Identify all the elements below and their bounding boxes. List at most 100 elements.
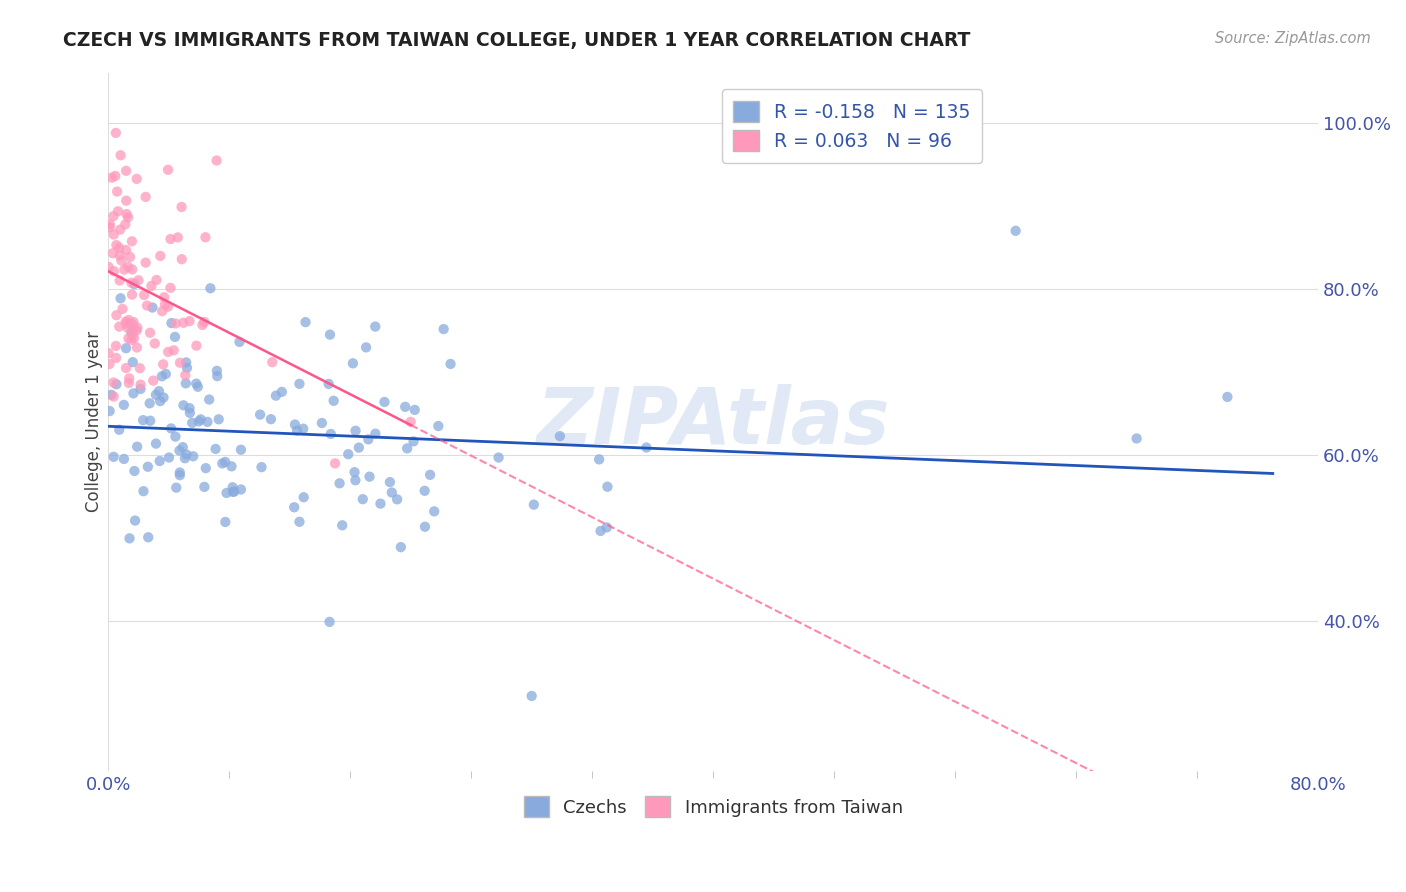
Point [104,126,127,140]
Point [120,333,142,347]
Point [145,436,167,450]
Point [378,475,401,489]
Point [112,398,135,412]
Point [205,364,228,378]
Point [98,220,121,235]
Point [141,301,163,315]
Point [285,424,308,438]
Point [364,319,387,334]
Point [127,440,149,454]
Point [125,323,148,337]
Point [359,469,381,483]
Point [172,316,194,330]
Point [105,351,128,365]
Point [394,400,416,414]
Point [229,483,252,497]
Point [228,334,250,349]
Point [100,388,122,402]
Point [122,331,145,345]
Point [343,465,366,479]
Point [107,204,129,219]
Point [157,450,180,465]
Point [121,287,143,301]
Point [636,441,658,455]
Text: Source: ZipAtlas.com: Source: ZipAtlas.com [1215,31,1371,46]
Point [105,377,128,392]
Point [181,416,204,430]
Point [174,368,197,383]
Point [121,326,143,340]
Point [222,484,245,499]
Point [319,327,342,342]
Point [589,524,612,538]
Point [156,300,179,314]
Point [322,393,344,408]
Point [214,515,236,529]
Point [150,369,173,384]
Point [108,319,131,334]
Point [121,327,143,342]
Point [115,317,138,331]
Point [117,320,139,334]
Point [292,490,315,504]
Point [191,318,214,332]
Point [169,443,191,458]
Point [311,416,333,430]
Point [128,361,150,376]
Point [264,389,287,403]
Point [385,492,408,507]
Point [138,396,160,410]
Point [596,480,619,494]
Point [153,297,176,311]
Point [160,421,183,435]
Text: CZECH VS IMMIGRANTS FROM TAIWAN COLLEGE, UNDER 1 YEAR CORRELATION CHART: CZECH VS IMMIGRANTS FROM TAIWAN COLLEGE,… [63,31,970,50]
Point [101,170,124,185]
Point [159,281,181,295]
Point [187,380,209,394]
Point [288,515,311,529]
Point [224,484,246,499]
Point [143,336,166,351]
Point [329,476,352,491]
Point [97,260,120,274]
Point [110,148,132,162]
Point [179,406,201,420]
Point [103,376,125,390]
Point [207,369,229,384]
Point [413,483,436,498]
Point [136,530,159,544]
Point [399,415,422,429]
Point [292,422,315,436]
Point [169,468,191,483]
Point [352,492,374,507]
Point [221,459,243,474]
Point [112,452,135,467]
Legend: Czechs, Immigrants from Taiwan: Czechs, Immigrants from Taiwan [516,789,910,824]
Point [294,315,316,329]
Point [150,304,173,318]
Point [115,361,138,376]
Point [121,355,143,369]
Point [488,450,510,465]
Point [373,395,395,409]
Point [115,341,138,355]
Point [136,299,159,313]
Point [523,498,546,512]
Point [404,403,426,417]
Point [115,207,138,221]
Point [181,450,204,464]
Point [221,480,243,494]
Point [117,313,139,327]
Point [132,484,155,499]
Point [214,455,236,469]
Point [170,200,193,214]
Point [176,448,198,462]
Point [132,288,155,302]
Point [103,227,125,242]
Point [1216,390,1239,404]
Point [419,467,441,482]
Point [174,355,197,369]
Point [402,434,425,449]
Point [186,376,208,391]
Point [103,390,125,404]
